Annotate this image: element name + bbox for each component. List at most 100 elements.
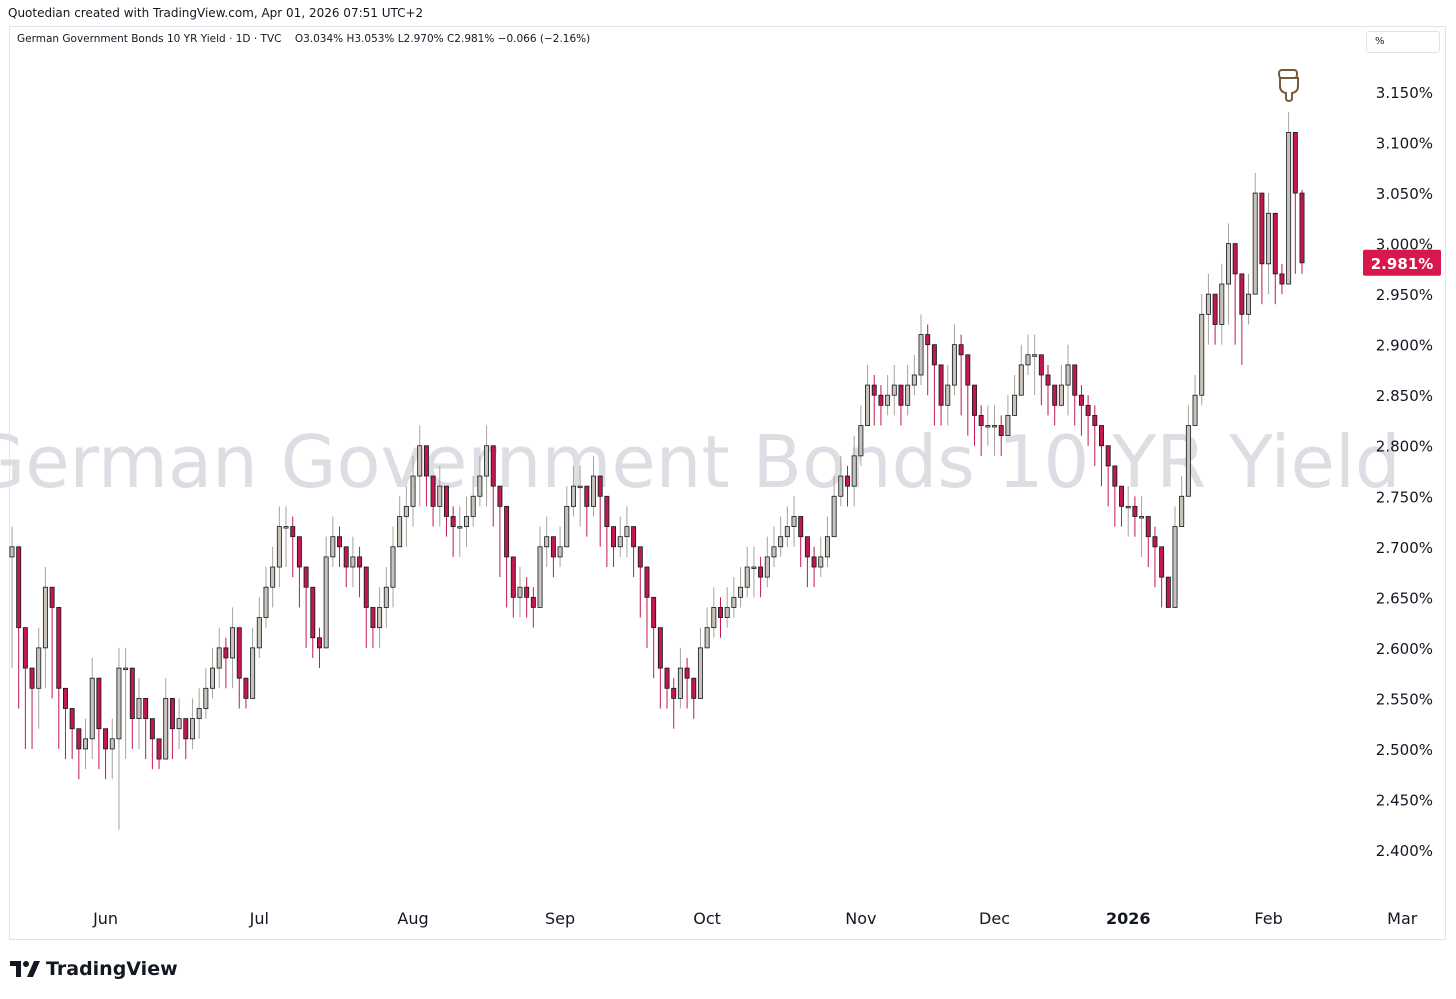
candle (1266, 193, 1272, 295)
candle-body (845, 475, 850, 487)
candle (1226, 223, 1231, 325)
candle (764, 536, 770, 588)
candle (1125, 486, 1131, 537)
candle-body (1299, 192, 1305, 264)
candle (550, 536, 556, 578)
candle-body (731, 596, 737, 608)
candle-body (1212, 293, 1218, 325)
candle-body (316, 637, 322, 649)
candle (1025, 334, 1031, 375)
candle (637, 546, 643, 618)
candle (149, 718, 155, 770)
candle (83, 718, 88, 770)
candle (965, 354, 971, 436)
candle-body (1132, 505, 1138, 517)
candle (1179, 476, 1185, 527)
candle-body (671, 687, 677, 699)
candle-body (905, 384, 911, 406)
candle (403, 486, 409, 547)
candle-body (1025, 354, 1031, 366)
candle (430, 475, 436, 527)
candle-body (42, 586, 48, 649)
candle-body (1219, 283, 1225, 325)
candle (1139, 496, 1145, 557)
candle (397, 496, 403, 548)
candle-body (577, 485, 583, 489)
candle (1112, 465, 1118, 527)
tradingview-logo[interactable]: TradingView (10, 958, 178, 980)
candle-body (1199, 313, 1205, 396)
candle (290, 516, 296, 578)
candle-body (784, 526, 790, 538)
candle-body (397, 516, 403, 548)
candle-body (918, 334, 924, 376)
candle-body (89, 677, 95, 740)
candle-body (390, 546, 396, 588)
candle-body (1232, 243, 1238, 275)
candle-body (250, 647, 256, 699)
time-tick-label: Dec (979, 909, 1010, 928)
candle (1005, 395, 1011, 437)
candle-body (210, 667, 215, 689)
price-tick-label: 2.750% (1376, 488, 1433, 506)
candle-body (1078, 394, 1084, 406)
candle-body (951, 344, 957, 386)
candle-body (811, 556, 817, 568)
candle-body (56, 607, 62, 689)
candle-body (791, 516, 797, 527)
candle (490, 445, 496, 527)
candle (1038, 354, 1044, 406)
candle-body (36, 647, 42, 689)
candle (223, 637, 229, 689)
candle (1219, 263, 1225, 345)
candle (1065, 344, 1071, 416)
candle (203, 668, 209, 719)
candle (524, 577, 530, 618)
price-tick-label: 2.800% (1376, 438, 1433, 456)
legend-ohlc: O3.034% H3.053% L2.970% C2.981% −0.066 (… (294, 33, 591, 45)
candle-body (751, 566, 757, 569)
candle (1145, 516, 1151, 568)
candle (210, 647, 215, 699)
candle-body (96, 677, 102, 730)
time-scale[interactable]: JunJulAugSepOctNovDec2026FebMarApr (92, 909, 1456, 928)
candle (951, 324, 957, 396)
candle (350, 536, 356, 588)
symbol-legend[interactable]: German Government Bonds 10 YR Yield · 1D… (17, 33, 591, 45)
candle (1119, 485, 1125, 527)
candle (691, 677, 697, 719)
candle-body (263, 586, 269, 618)
time-tick-label: Nov (845, 909, 876, 928)
scale-unit-selector[interactable]: % (1366, 31, 1440, 53)
candle-body (129, 667, 135, 720)
candle-body (945, 384, 951, 406)
candle-body (69, 708, 75, 730)
tradingview-logo-icon (10, 961, 40, 977)
candle (684, 657, 690, 709)
candle-body (490, 445, 496, 487)
price-scale[interactable]: 3.150% 3.100% 3.050% 3.000% 2.950% 2.900% 2.85… (1376, 84, 1433, 860)
candle-body (1092, 415, 1098, 426)
candle (791, 496, 797, 547)
candle-body (1292, 132, 1298, 194)
candle (243, 677, 249, 709)
price-tick-label: 2.400% (1376, 842, 1433, 860)
candle (136, 678, 142, 749)
candle-body (423, 445, 429, 477)
candle-body (677, 667, 683, 699)
candle-body (243, 677, 249, 699)
candle-body (644, 566, 650, 598)
candle-body (283, 526, 289, 529)
legend-interval: 1D (235, 33, 251, 45)
pointer-hand-icon (1278, 69, 1299, 103)
candle (831, 476, 837, 538)
candle (236, 627, 242, 709)
price-tick-label: 3.050% (1376, 185, 1433, 203)
chart-pane[interactable] (9, 26, 1446, 940)
candle (591, 455, 596, 517)
candle (778, 516, 784, 557)
candle (784, 506, 790, 547)
price-tick-label: 2.500% (1376, 741, 1433, 759)
candle (1058, 364, 1064, 406)
